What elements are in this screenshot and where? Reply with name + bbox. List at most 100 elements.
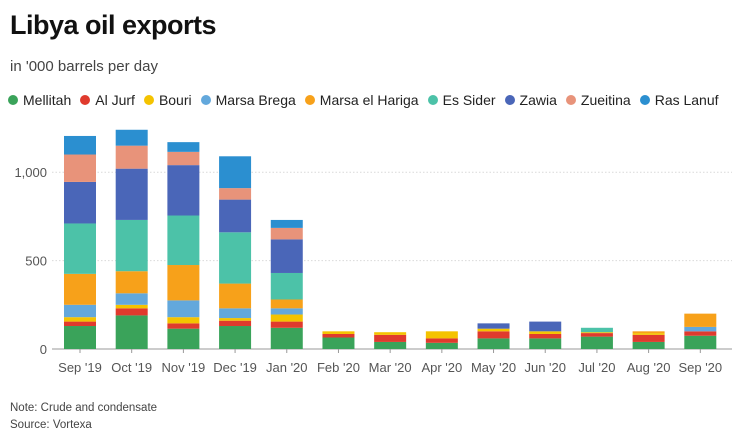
bar-segment-mellitah <box>632 341 665 349</box>
bar-segment-mellitah <box>219 326 252 349</box>
bar-segment-bouri <box>580 332 613 334</box>
legend-swatch-ras-lanuf <box>639 95 650 105</box>
bar-segment-ras-lanuf <box>219 156 252 189</box>
x-tick-label: Nov '19 <box>162 360 206 375</box>
x-tick-label: Sep '20 <box>678 360 722 375</box>
bar-segment-al-jurf <box>167 323 200 329</box>
legend-label-bouri: Bouri <box>158 92 192 108</box>
x-tick-label: May '20 <box>471 360 516 375</box>
bar-segment-mellitah <box>167 328 200 349</box>
bar-segment-al-jurf <box>64 321 96 327</box>
y-tick-label: 1,000 <box>14 165 47 180</box>
bar-segment-marsa-brega <box>64 304 96 318</box>
bar-segment-marsa-el-hariga <box>167 265 200 301</box>
bar-segment-al-jurf <box>374 334 407 342</box>
bar-segment-zawia <box>477 323 510 329</box>
legend-item-zueitina: Zueitina <box>565 92 631 108</box>
x-tick-label: Jun '20 <box>524 360 566 375</box>
bar-segment-mellitah <box>684 335 717 349</box>
legend: Mellitah Al Jurf Bouri Marsa Brega Marsa el … <box>8 92 728 108</box>
bar-segment-zueitina <box>115 145 148 169</box>
bar-segment-zawia <box>64 181 96 224</box>
bar-segment-zueitina <box>219 188 252 200</box>
legend-item-mellitah: Mellitah <box>8 92 71 108</box>
bar-segment-marsa-brega <box>219 308 252 319</box>
bar-segment-zawia <box>115 168 148 220</box>
bar-segment-marsa-el-hariga <box>64 273 96 305</box>
bar-segment-bouri <box>374 332 407 335</box>
bar-segment-zueitina <box>64 154 96 182</box>
x-tick-label: Mar '20 <box>369 360 412 375</box>
x-tick-label: Oct '19 <box>111 360 152 375</box>
bar-segment-al-jurf <box>477 331 510 339</box>
bar-segment-al-jurf <box>322 333 355 338</box>
bar-segment-bouri <box>477 328 510 332</box>
chart-title: Libya oil exports <box>10 10 217 40</box>
bar-segment-mellitah <box>425 342 458 349</box>
bar-segment-bouri <box>270 314 303 322</box>
legend-swatch-al-jurf <box>80 95 91 105</box>
bar-segment-mellitah <box>529 338 562 349</box>
bar-segment-mellitah <box>477 338 510 349</box>
legend-label-marsa-el-hariga: Marsa el Hariga <box>319 92 419 108</box>
x-tick-label: Sep '19 <box>58 360 102 375</box>
bar-segment-marsa-brega <box>115 293 148 305</box>
bar-segment-ras-lanuf <box>270 219 303 228</box>
bar-segment-zueitina <box>167 151 200 166</box>
bar-segment-mellitah <box>580 336 613 349</box>
bar-segment-al-jurf <box>115 308 148 316</box>
bar-segment-bouri <box>632 333 665 335</box>
bar-segment-marsa-el-hariga <box>115 271 148 294</box>
legend-item-al-jurf: Al Jurf <box>80 92 135 108</box>
legend-item-zawia: Zawia <box>504 92 557 108</box>
legend-swatch-mellitah <box>8 95 18 105</box>
bar-segment-bouri <box>219 318 252 321</box>
legend-swatch-bouri <box>143 95 154 105</box>
bar-segment-es-sider <box>270 272 303 300</box>
legend-item-bouri: Bouri <box>143 92 192 108</box>
legend-item-ras-lanuf: Ras Lanuf <box>639 92 719 108</box>
legend-label-es-sider: Es Sider <box>442 92 496 108</box>
bar-segment-mellitah <box>374 341 407 349</box>
chart-subtitle: in '000 barrels per day <box>10 58 158 75</box>
bar-segment-mellitah <box>270 327 303 349</box>
legend-swatch-zueitina <box>565 95 576 105</box>
legend-item-marsa-el-hariga: Marsa el Hariga <box>304 92 419 108</box>
bar-segment-al-jurf <box>632 334 665 342</box>
bar-segment-bouri <box>64 317 96 322</box>
y-tick-label: 0 <box>40 342 47 357</box>
bar-segment-mellitah <box>322 337 355 349</box>
bar-segment-marsa-el-hariga <box>270 299 303 309</box>
bar-segment-bouri <box>529 331 562 334</box>
bar-segment-mellitah <box>64 326 96 349</box>
bar-segment-ras-lanuf <box>167 142 200 152</box>
x-tick-label: Jul '20 <box>578 360 615 375</box>
bar-segment-marsa-brega <box>270 308 303 315</box>
bar-segment-marsa-el-hariga <box>684 313 717 327</box>
chart-note: Note: Crude and condensate <box>10 402 158 414</box>
bar-segment-zawia <box>529 321 562 332</box>
legend-swatch-marsa-el-hariga <box>304 95 315 105</box>
x-tick-label: Jan '20 <box>266 360 308 375</box>
bar-segment-es-sider <box>167 215 200 266</box>
bar-segment-zawia <box>270 239 303 273</box>
bar-segment-al-jurf <box>684 331 717 336</box>
bar-segment-bouri <box>425 331 458 339</box>
bar-segment-es-sider <box>64 223 96 274</box>
bar-segment-al-jurf <box>529 333 562 339</box>
bar-segment-marsa-brega <box>167 300 200 318</box>
bar-segment-al-jurf <box>219 320 252 327</box>
legend-item-marsa-brega: Marsa Brega <box>200 92 296 108</box>
legend-swatch-zawia <box>504 95 515 105</box>
bar-segment-ras-lanuf <box>115 129 148 146</box>
bar-segment-bouri <box>322 331 355 334</box>
x-tick-label: Aug '20 <box>627 360 671 375</box>
bar-segment-marsa-el-hariga <box>219 283 252 309</box>
legend-label-al-jurf: Al Jurf <box>95 92 135 108</box>
y-tick-label: 500 <box>25 254 47 269</box>
bar-segment-al-jurf <box>425 338 458 343</box>
legend-label-mellitah: Mellitah <box>23 92 72 108</box>
legend-item-es-sider: Es Sider <box>427 92 496 108</box>
bar-segment-al-jurf <box>270 321 303 328</box>
x-tick-label: Apr '20 <box>421 360 462 375</box>
